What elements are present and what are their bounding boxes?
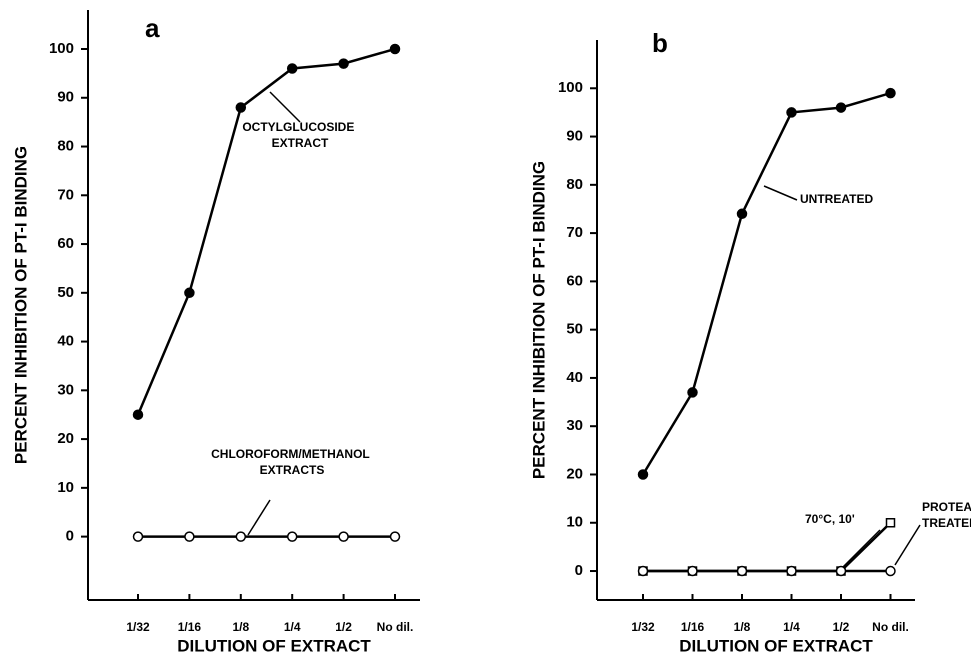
marker — [132, 409, 144, 420]
y-axis-title: PERCENT INHIBITION OF PT-I BINDING — [529, 161, 548, 479]
x-tick-label: 1/16 — [178, 620, 202, 634]
leader-line — [894, 524, 921, 566]
leader-line — [839, 529, 881, 571]
series-label: PROTEASE TREATED — [922, 500, 971, 530]
y-tick-label: 0 — [66, 528, 74, 545]
y-axis-title: PERCENT INHIBITION OF PT-I BINDING — [11, 146, 30, 464]
y-tick-label: 70 — [57, 186, 74, 203]
y-tick-label: 20 — [57, 430, 74, 447]
marker — [184, 287, 195, 299]
marker — [235, 531, 247, 542]
x-tick-label: No dil. — [377, 620, 414, 634]
marker — [687, 387, 698, 398]
marker — [835, 102, 847, 113]
y-tick-label: 100 — [558, 79, 583, 96]
marker — [687, 565, 698, 577]
y-tick-label: 40 — [57, 333, 74, 350]
series-label: CHLOROFORM/METHANOL EXTRACTS — [211, 447, 373, 477]
x-tick-label: 1/8 — [734, 620, 751, 634]
y-tick-label: 80 — [57, 137, 74, 154]
x-tick-label: 1/2 — [833, 620, 850, 634]
x-tick-label: 1/4 — [783, 620, 800, 634]
y-tick-label: 80 — [566, 176, 583, 193]
leader-line — [763, 185, 798, 201]
series-label: OCTYLGLUCOSIDE EXTRACT — [242, 120, 357, 150]
marker — [286, 531, 298, 542]
x-tick-label: 1/16 — [681, 620, 705, 634]
series-line — [641, 91, 891, 476]
leader-line — [269, 91, 301, 123]
y-tick-label: 20 — [566, 465, 583, 482]
y-tick-label: 30 — [566, 417, 583, 434]
y-tick-label: 90 — [566, 128, 583, 145]
marker — [885, 518, 896, 528]
marker — [885, 565, 896, 577]
marker — [338, 58, 349, 69]
y-tick-label: 100 — [49, 40, 74, 57]
y-tick-label: 0 — [575, 562, 583, 579]
x-tick-label: 1/32 — [631, 620, 655, 634]
panel-label: b — [652, 28, 668, 58]
marker — [736, 208, 748, 220]
marker — [132, 531, 144, 542]
x-axis-title: DILUTION OF EXTRACT — [177, 636, 371, 655]
y-tick-label: 30 — [57, 381, 74, 398]
x-tick-label: 1/2 — [335, 620, 352, 634]
series-line — [136, 47, 396, 416]
marker — [184, 531, 195, 542]
marker — [637, 469, 649, 480]
series-line — [643, 521, 892, 573]
leader-line — [247, 499, 271, 536]
panel-label: a — [145, 13, 160, 43]
y-tick-label: 60 — [566, 272, 583, 289]
marker — [786, 565, 797, 577]
marker — [286, 63, 298, 74]
y-tick-label: 90 — [57, 89, 74, 106]
series-label: UNTREATED — [800, 192, 873, 206]
x-axis-title: DILUTION OF EXTRACT — [679, 636, 873, 655]
marker — [389, 43, 401, 55]
y-tick-label: 60 — [57, 235, 74, 252]
x-tick-label: No dil. — [872, 620, 909, 634]
marker — [235, 102, 247, 113]
y-tick-label: 10 — [57, 479, 74, 496]
marker — [389, 531, 401, 542]
series-label: 70°C, 10' — [805, 512, 855, 526]
y-tick-label: 10 — [566, 514, 583, 531]
marker — [885, 87, 896, 99]
y-tick-label: 40 — [566, 369, 583, 386]
marker — [786, 107, 797, 118]
marker — [736, 565, 748, 577]
marker — [338, 531, 349, 542]
marker — [835, 565, 847, 577]
x-tick-label: 1/8 — [232, 620, 249, 634]
x-tick-label: 1/4 — [284, 620, 301, 634]
x-tick-label: 1/32 — [126, 620, 150, 634]
y-tick-label: 70 — [566, 224, 583, 241]
marker — [637, 565, 649, 577]
y-tick-label: 50 — [566, 321, 583, 338]
y-tick-label: 50 — [57, 284, 74, 301]
